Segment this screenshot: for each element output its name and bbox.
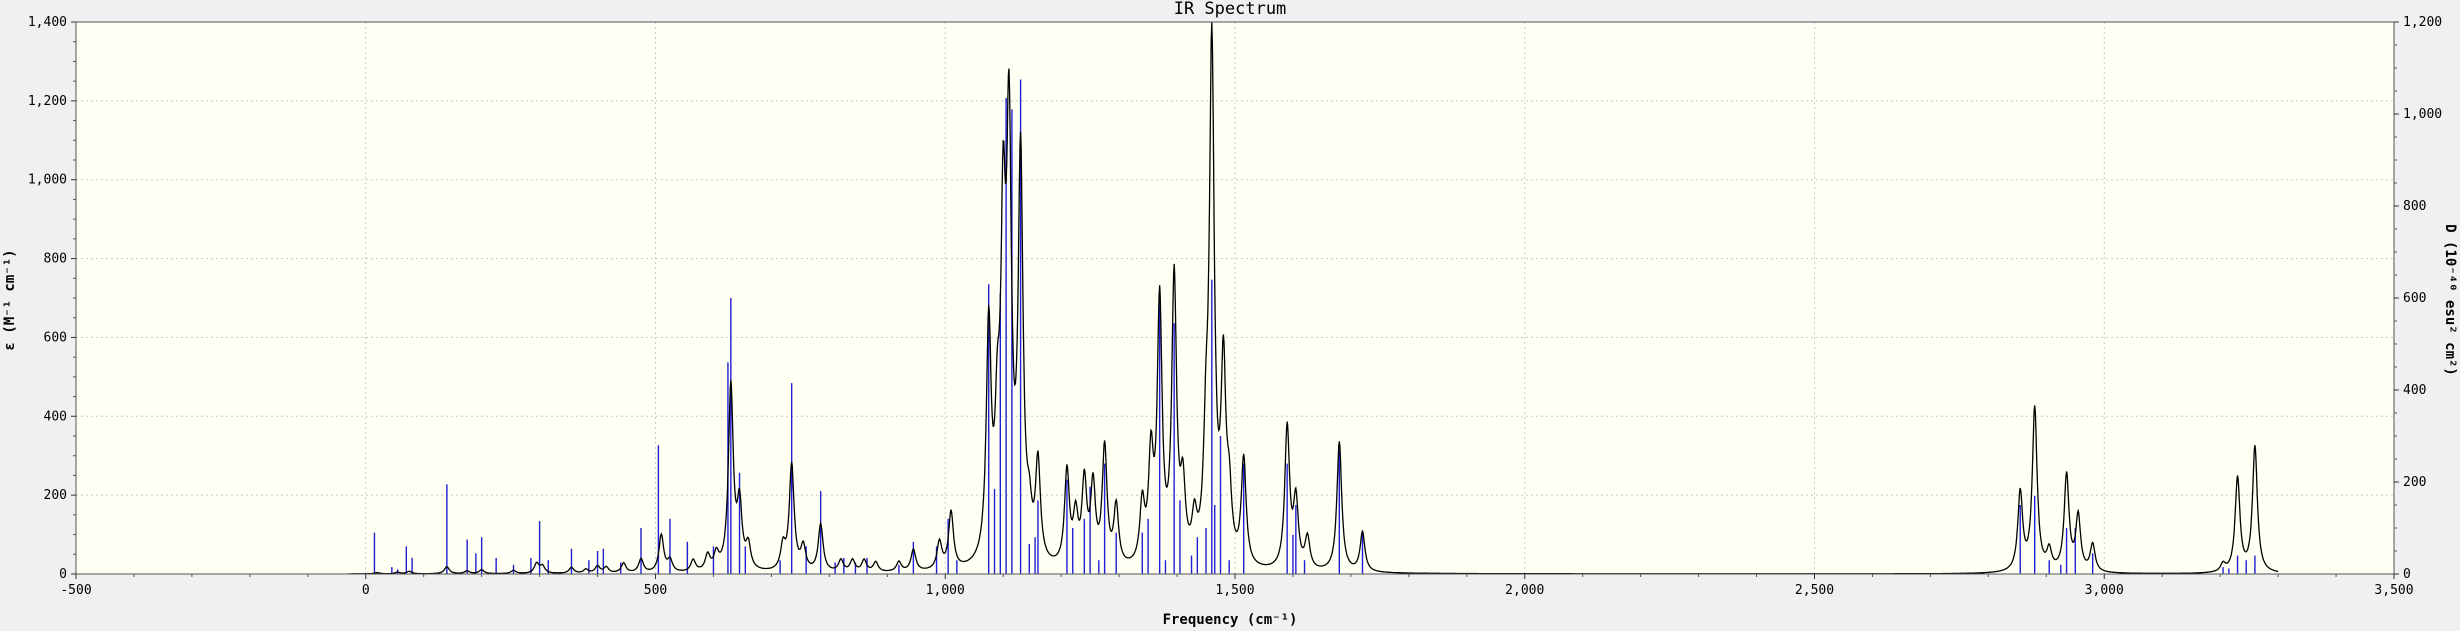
y-left-tick-label: 1,400: [28, 15, 67, 30]
x-tick-label: 2,500: [1795, 583, 1834, 598]
x-tick-label: 3,500: [2374, 583, 2413, 598]
x-tick-label: 1,000: [926, 583, 965, 598]
chart-title: IR Spectrum: [1174, 0, 1287, 19]
y-right-tick-label: 200: [2403, 475, 2426, 490]
y-left-tick-label: 200: [44, 488, 67, 503]
y-right-tick-label: 0: [2403, 567, 2411, 582]
y-left-tick-label: 400: [44, 409, 67, 424]
x-tick-label: 3,000: [2085, 583, 2124, 598]
y-left-tick-label: 600: [44, 330, 67, 345]
x-tick-label: 0: [362, 583, 370, 598]
x-tick-label: 1,500: [1215, 583, 1254, 598]
x-axis-title: Frequency (cm⁻¹): [1163, 612, 1298, 627]
y-left-tick-label: 1,200: [28, 94, 67, 109]
y-left-tick-label: 0: [59, 567, 67, 582]
y-left-tick-label: 800: [44, 252, 67, 267]
y-left-axis-title: ε (M⁻¹ cm⁻¹): [2, 249, 18, 350]
y-right-tick-label: 1,000: [2403, 107, 2442, 122]
y-right-axis-title: D (10⁻⁴⁰ esu² cm²): [2442, 224, 2458, 376]
axis-ticks: -500 0 500 1,000 1,500 2,000 2,500 3,000 3,50002…: [28, 15, 2442, 598]
y-left-tick-label: 1,000: [28, 173, 67, 188]
x-tick-label: 2,000: [1505, 583, 1544, 598]
x-tick-label: -500: [60, 583, 91, 598]
x-tick-label: 500: [644, 583, 667, 598]
stick-series: [373, 79, 2256, 574]
y-right-tick-label: 1,200: [2403, 15, 2442, 30]
y-right-tick-label: 600: [2403, 291, 2426, 306]
y-right-tick-label: 400: [2403, 383, 2426, 398]
y-right-tick-label: 800: [2403, 199, 2426, 214]
spectrum-line: [348, 22, 2279, 575]
